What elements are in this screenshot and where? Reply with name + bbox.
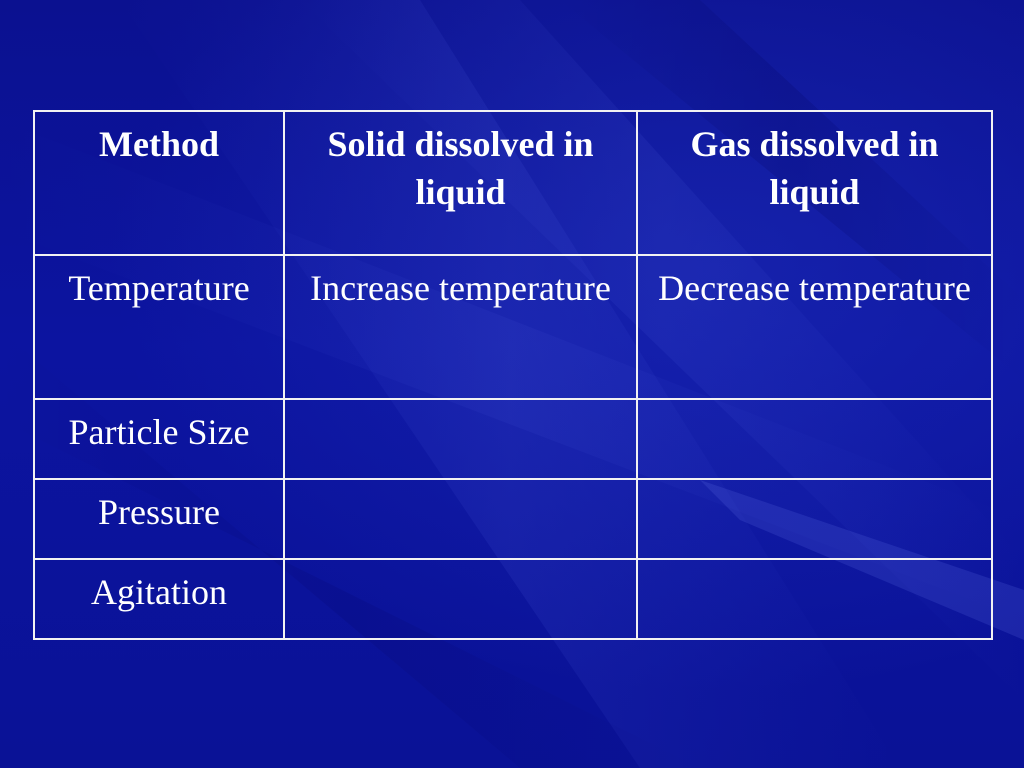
method-cell: Particle Size (33, 398, 285, 480)
gas-cell (636, 398, 993, 480)
solid-cell (283, 398, 638, 480)
table-row: Pressure (33, 478, 993, 560)
solubility-methods-table: Method Solid dissolved in liquid Gas dis… (33, 110, 993, 640)
method-label-particle-size: Particle Size (68, 412, 250, 452)
header-method-label: Method (99, 124, 219, 164)
table-row: Temperature Increase temperature Decreas… (33, 254, 993, 400)
gas-cell (636, 558, 993, 640)
header-solid-label: Solid dissolved in liquid (327, 124, 594, 212)
solid-cell (283, 558, 638, 640)
comparison-table-container: Method Solid dissolved in liquid Gas dis… (33, 110, 993, 640)
solid-cell (283, 478, 638, 560)
method-cell: Temperature (33, 254, 285, 400)
table-header-row: Method Solid dissolved in liquid Gas dis… (33, 110, 993, 256)
solid-value-temperature: Increase temperature (310, 268, 611, 308)
method-label-agitation: Agitation (91, 572, 227, 612)
table-row: Particle Size (33, 398, 993, 480)
method-cell: Agitation (33, 558, 285, 640)
gas-value-temperature: Decrease temperature (658, 268, 971, 308)
header-cell-solid: Solid dissolved in liquid (283, 110, 638, 256)
method-cell: Pressure (33, 478, 285, 560)
header-cell-method: Method (33, 110, 285, 256)
gas-cell: Decrease temperature (636, 254, 993, 400)
header-cell-gas: Gas dissolved in liquid (636, 110, 993, 256)
gas-cell (636, 478, 993, 560)
table-row: Agitation (33, 558, 993, 640)
method-label-pressure: Pressure (98, 492, 220, 532)
method-label-temperature: Temperature (68, 268, 250, 308)
solid-cell: Increase temperature (283, 254, 638, 400)
header-gas-label: Gas dissolved in liquid (690, 124, 939, 212)
